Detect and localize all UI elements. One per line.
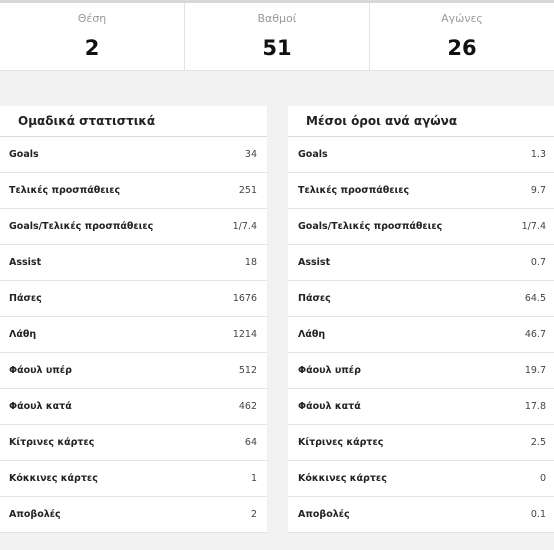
stat-row: Κίτρινες κάρτες 64 <box>0 425 267 461</box>
stat-label: Τελικές προσπάθειες <box>9 185 121 196</box>
stat-label: Πάσες <box>298 293 331 304</box>
stat-row: Φάουλ κατά 462 <box>0 389 267 425</box>
stat-label: Αποβολές <box>9 509 61 520</box>
stat-value: 34 <box>244 149 257 160</box>
stat-row: Goals/Τελικές προσπάθειες 1/7.4 <box>288 209 554 245</box>
stat-value: 251 <box>238 185 257 196</box>
stat-row: Goals 1.3 <box>288 137 554 173</box>
stat-value: 1/7.4 <box>232 221 257 232</box>
summary-position: Θέση 2 <box>0 3 185 70</box>
stat-value: 2.5 <box>530 437 546 448</box>
summary-value: 51 <box>262 36 292 60</box>
stat-value: 512 <box>238 365 257 376</box>
stat-row: Αποβολές 2 <box>0 497 267 533</box>
stat-row: Κίτρινες κάρτες 2.5 <box>288 425 554 461</box>
stat-value: 1214 <box>232 329 257 340</box>
stat-label: Κόκκινες κάρτες <box>9 473 98 484</box>
stat-value: 1676 <box>232 293 257 304</box>
stat-value: 64 <box>244 437 257 448</box>
summary-label: Βαθμοί <box>257 12 297 25</box>
stat-value: 1 <box>250 473 257 484</box>
stat-value: 2 <box>250 509 257 520</box>
summary-label: Θέση <box>77 12 107 25</box>
stat-value: 9.7 <box>530 185 546 196</box>
stat-row: Κόκκινες κάρτες 1 <box>0 461 267 497</box>
stat-label: Φάουλ υπέρ <box>9 365 72 376</box>
averages-panel: Μέσοι όροι ανά αγώνα Goals 1.3 Τελικές πρ… <box>288 106 554 533</box>
stat-label: Κόκκινες κάρτες <box>298 473 387 484</box>
team-stats-panel: Ομαδικά στατιστικά Goals 34 Τελικές προσπ… <box>0 106 267 533</box>
stat-row: Πάσες 1676 <box>0 281 267 317</box>
stat-value: 1.3 <box>530 149 546 160</box>
stat-value: 46.7 <box>524 329 546 340</box>
stat-value: 1/7.4 <box>521 221 546 232</box>
stat-value: 0 <box>539 473 546 484</box>
summary-label: Αγώνες <box>441 12 483 25</box>
summary-value: 2 <box>84 36 100 60</box>
stat-value: 0.1 <box>530 509 546 520</box>
averages-list: Goals 1.3 Τελικές προσπάθειες 9.7 Goals/Τε… <box>288 137 554 533</box>
summary-bar: Θέση 2 Βαθμοί 51 Αγώνες 26 <box>0 0 554 71</box>
stat-label: Αποβολές <box>298 509 350 520</box>
averages-title: Μέσοι όροι ανά αγώνα <box>288 106 554 137</box>
stat-label: Assist <box>9 257 42 268</box>
stat-row: Αποβολές 0.1 <box>288 497 554 533</box>
team-stats-title: Ομαδικά στατιστικά <box>0 106 267 137</box>
stat-label: Goals <box>298 149 328 160</box>
stat-label: Φάουλ κατά <box>298 401 361 412</box>
stat-row: Λάθη 46.7 <box>288 317 554 353</box>
stat-row: Goals 34 <box>0 137 267 173</box>
summary-points: Βαθμοί 51 <box>185 3 370 70</box>
stat-label: Λάθη <box>298 329 326 340</box>
stat-label: Assist <box>298 257 331 268</box>
stat-label: Κίτρινες κάρτες <box>298 437 384 448</box>
stat-label: Goals <box>9 149 39 160</box>
stat-row: Φάουλ κατά 17.8 <box>288 389 554 425</box>
stat-row: Φάουλ υπέρ 512 <box>0 353 267 389</box>
stat-label: Goals/Τελικές προσπάθειες <box>9 221 154 232</box>
stat-row: Κόκκινες κάρτες 0 <box>288 461 554 497</box>
stat-label: Κίτρινες κάρτες <box>9 437 95 448</box>
stat-row: Assist 18 <box>0 245 267 281</box>
stat-label: Goals/Τελικές προσπάθειες <box>298 221 443 232</box>
stat-row: Λάθη 1214 <box>0 317 267 353</box>
stat-value: 18 <box>244 257 257 268</box>
stat-value: 64.5 <box>524 293 546 304</box>
stat-row: Πάσες 64.5 <box>288 281 554 317</box>
stat-value: 17.8 <box>524 401 546 412</box>
summary-value: 26 <box>447 36 477 60</box>
stat-label: Λάθη <box>9 329 37 340</box>
stat-value: 462 <box>238 401 257 412</box>
summary-matches: Αγώνες 26 <box>370 3 554 70</box>
stat-value: 0.7 <box>530 257 546 268</box>
team-stats-list: Goals 34 Τελικές προσπάθειες 251 Goals/Τελ… <box>0 137 267 533</box>
stat-label: Φάουλ κατά <box>9 401 72 412</box>
stat-row: Τελικές προσπάθειες 9.7 <box>288 173 554 209</box>
stat-label: Πάσες <box>9 293 42 304</box>
stat-row: Assist 0.7 <box>288 245 554 281</box>
stat-label: Τελικές προσπάθειες <box>298 185 410 196</box>
stat-value: 19.7 <box>524 365 546 376</box>
stat-row: Φάουλ υπέρ 19.7 <box>288 353 554 389</box>
stat-row: Τελικές προσπάθειες 251 <box>0 173 267 209</box>
stat-label: Φάουλ υπέρ <box>298 365 361 376</box>
stat-row: Goals/Τελικές προσπάθειες 1/7.4 <box>0 209 267 245</box>
